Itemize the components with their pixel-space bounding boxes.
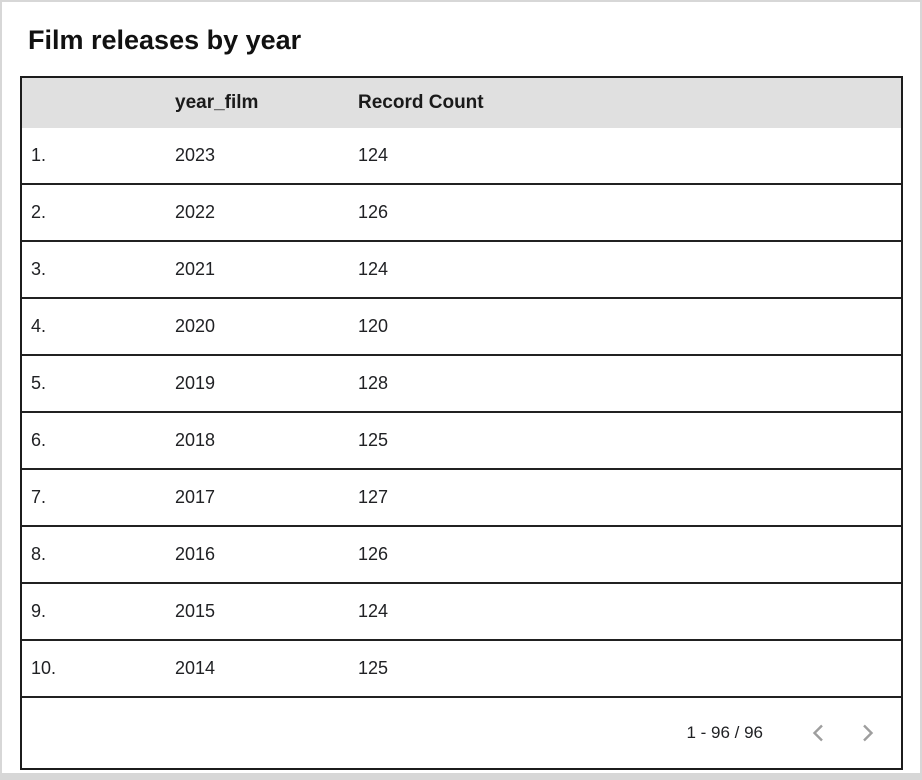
prev-page-button[interactable] [807,721,831,745]
table-row: 4. 2020 120 [22,298,901,355]
column-header-year-film[interactable]: year_film [160,78,345,128]
table-row: 5. 2019 128 [22,355,901,412]
table-row: 2. 2022 126 [22,184,901,241]
record-count-cell: 124 [345,128,901,184]
table-row: 6. 2018 125 [22,412,901,469]
table-footer: 1 - 96 / 96 [22,697,901,768]
row-index-cell: 9. [22,583,160,640]
table-row: 10. 2014 125 [22,640,901,697]
pagination-row: 1 - 96 / 96 [22,697,901,768]
year-film-cell: 2015 [160,583,345,640]
page-bottom-divider [2,773,920,778]
table-row: 3. 2021 124 [22,241,901,298]
year-film-cell: 2022 [160,184,345,241]
row-index-cell: 10. [22,640,160,697]
row-index-cell: 4. [22,298,160,355]
row-index-cell: 5. [22,355,160,412]
row-index-cell: 8. [22,526,160,583]
chart-title: Film releases by year [28,25,302,55]
column-header-index [22,78,160,128]
table-row: 9. 2015 124 [22,583,901,640]
year-film-cell: 2021 [160,241,345,298]
year-film-cell: 2018 [160,412,345,469]
year-film-cell: 2017 [160,469,345,526]
data-table: year_film Record Count 1. 2023 124 2. 2022 12… [22,78,901,768]
row-index-cell: 1. [22,128,160,184]
row-index-cell: 3. [22,241,160,298]
record-count-cell: 126 [345,184,901,241]
record-count-cell: 125 [345,412,901,469]
table-chart: year_film Record Count 1. 2023 124 2. 2022 12… [20,76,903,770]
record-count-cell: 127 [345,469,901,526]
table-body: 1. 2023 124 2. 2022 126 3. 2021 124 4. 2020 120 5. 20… [22,128,901,697]
row-index-cell: 7. [22,469,160,526]
table-row: 7. 2017 127 [22,469,901,526]
table-row: 8. 2016 126 [22,526,901,583]
table-header: year_film Record Count [22,78,901,128]
table-row: 1. 2023 124 [22,128,901,184]
year-film-cell: 2020 [160,298,345,355]
row-index-cell: 6. [22,412,160,469]
table-header-row: year_film Record Count [22,78,901,128]
row-index-cell: 2. [22,184,160,241]
next-page-button[interactable] [855,721,879,745]
record-count-cell: 124 [345,241,901,298]
year-film-cell: 2023 [160,128,345,184]
record-count-cell: 128 [345,355,901,412]
chevron-right-icon [855,721,879,745]
pagination-range-label: 1 - 96 / 96 [686,723,763,742]
record-count-cell: 120 [345,298,901,355]
chevron-left-icon [807,721,831,745]
record-count-cell: 125 [345,640,901,697]
year-film-cell: 2019 [160,355,345,412]
year-film-cell: 2016 [160,526,345,583]
record-count-cell: 124 [345,583,901,640]
record-count-cell: 126 [345,526,901,583]
year-film-cell: 2014 [160,640,345,697]
pagination: 1 - 96 / 96 [22,721,901,745]
column-header-record-count[interactable]: Record Count [345,78,901,128]
